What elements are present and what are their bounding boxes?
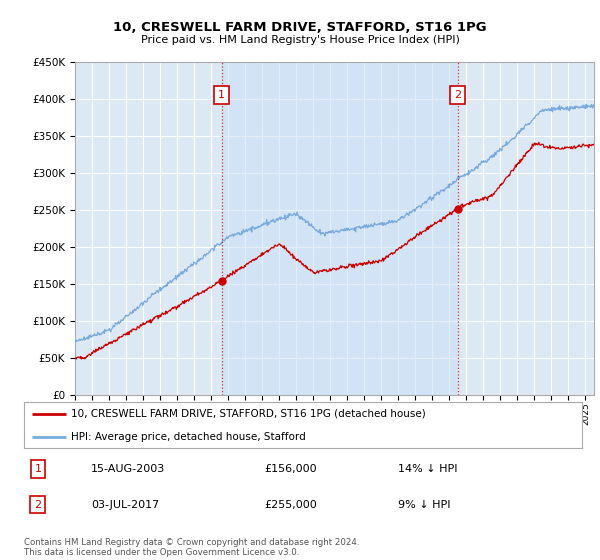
Bar [221,62,458,395]
Text: 15-AUG-2003: 15-AUG-2003 [91,464,165,474]
Text: 03-JUL-2017: 03-JUL-2017 [91,500,159,510]
Text: 1: 1 [218,90,225,100]
Text: Price paid vs. HM Land Registry's House Price Index (HPI): Price paid vs. HM Land Registry's House … [140,35,460,45]
Text: 9% ↓ HPI: 9% ↓ HPI [398,500,451,510]
Text: £255,000: £255,000 [264,500,317,510]
Text: HPI: Average price, detached house, Stafford: HPI: Average price, detached house, Staf… [71,432,306,441]
Text: 14% ↓ HPI: 14% ↓ HPI [398,464,457,474]
Text: £156,000: £156,000 [264,464,317,474]
Text: 10, CRESWELL FARM DRIVE, STAFFORD, ST16 1PG (detached house): 10, CRESWELL FARM DRIVE, STAFFORD, ST16 … [71,409,426,418]
Text: 10, CRESWELL FARM DRIVE, STAFFORD, ST16 1PG: 10, CRESWELL FARM DRIVE, STAFFORD, ST16 … [113,21,487,34]
Text: 2: 2 [34,500,41,510]
Text: 1: 1 [34,464,41,474]
Text: Contains HM Land Registry data © Crown copyright and database right 2024.
This d: Contains HM Land Registry data © Crown c… [24,538,359,557]
Text: 2: 2 [454,90,461,100]
